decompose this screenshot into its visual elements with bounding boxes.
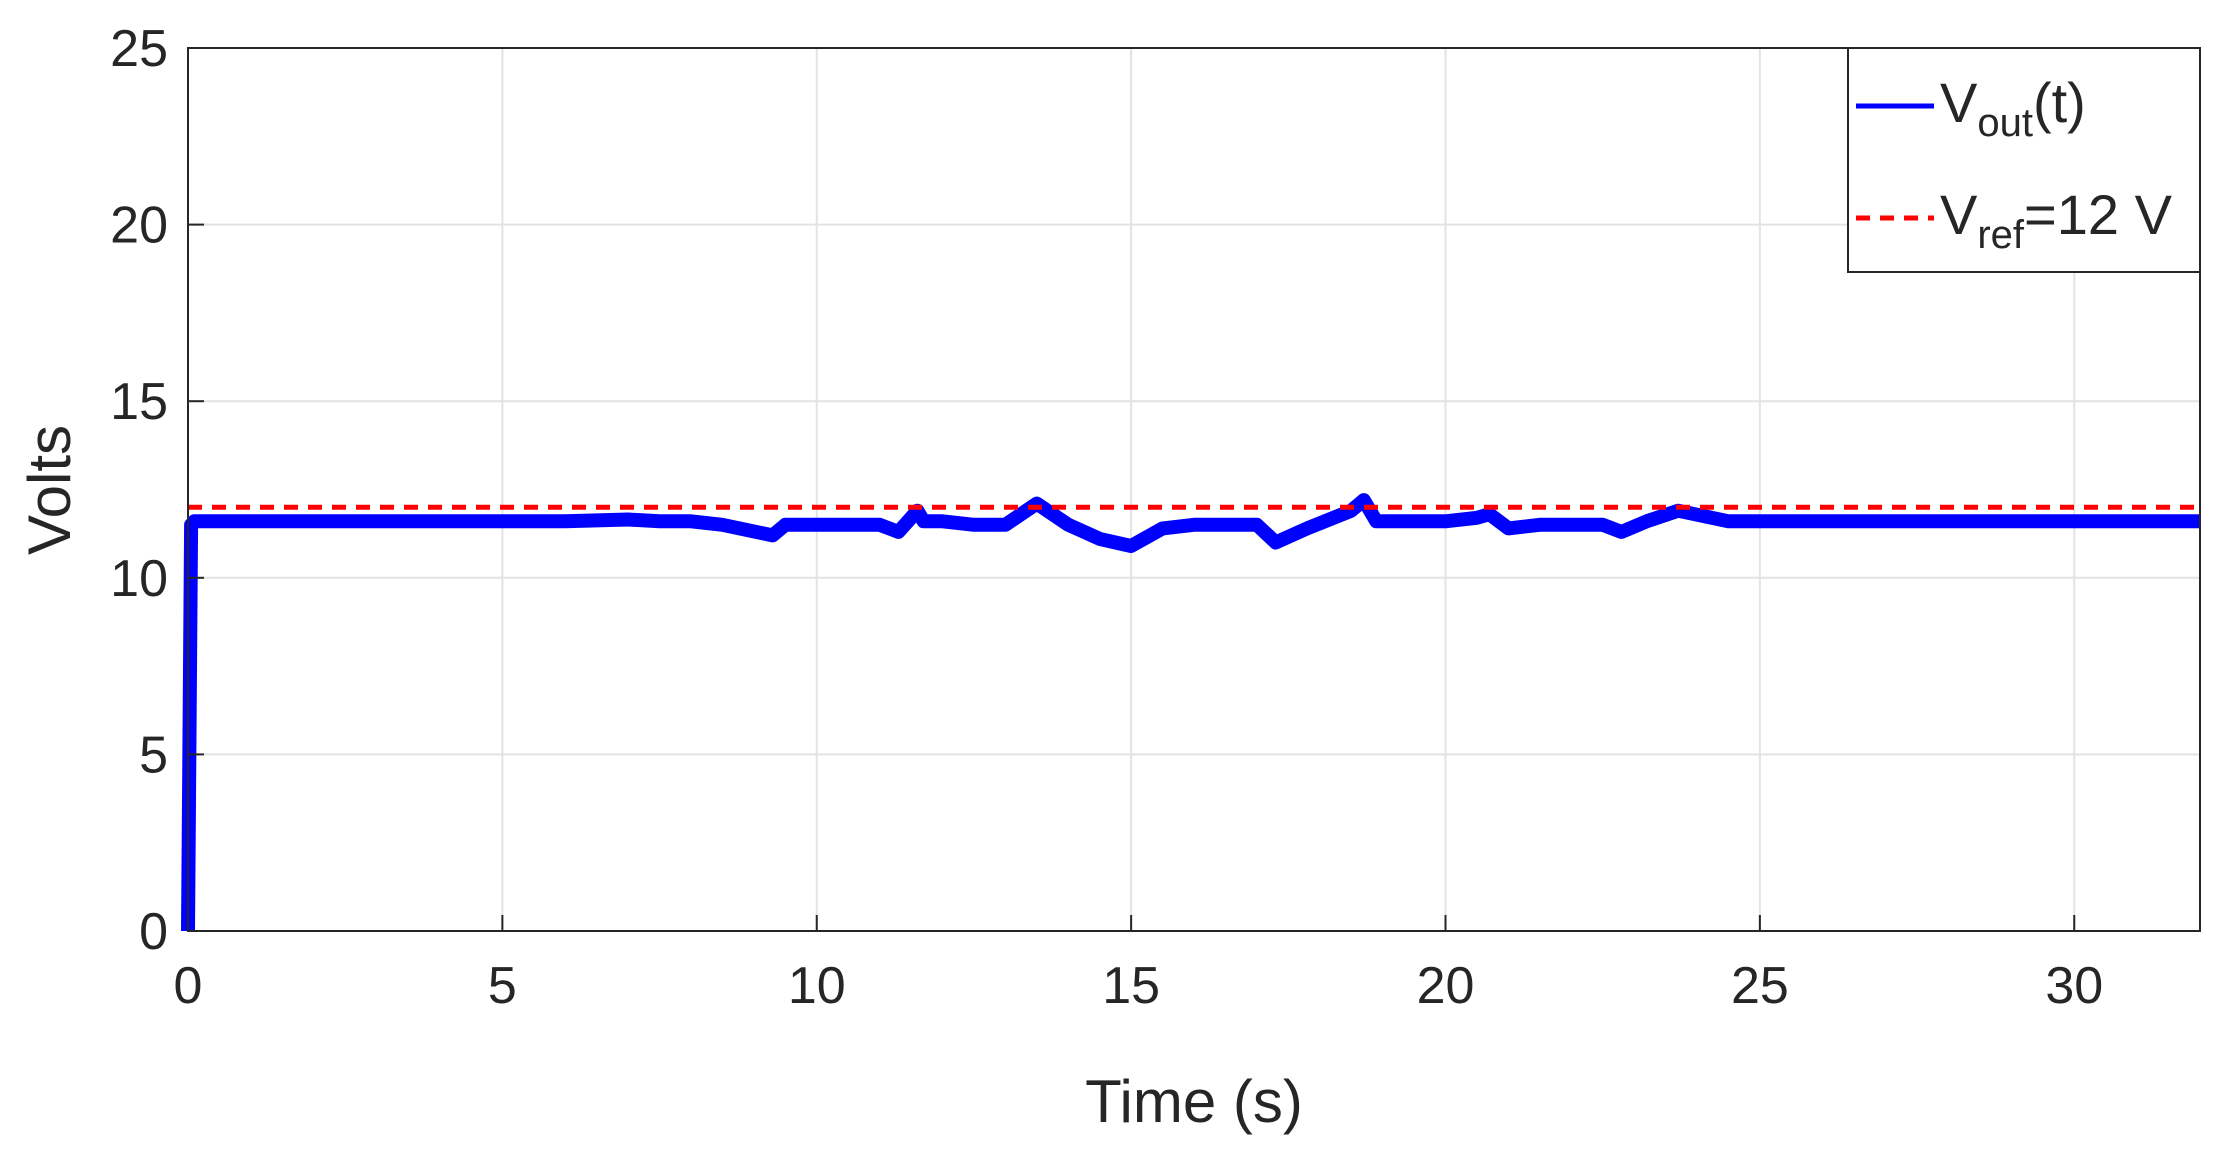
legend-vref-label: Vref=12 V (1940, 183, 2173, 257)
legend: Vout(t) Vref=12 V (1847, 47, 2201, 273)
y-tick-label: 0 (139, 903, 168, 961)
y-axis-label: Volts (16, 425, 83, 555)
y-tick-label: 20 (110, 197, 168, 255)
x-tick-label: 5 (488, 957, 517, 1015)
y-tick-label: 25 (110, 20, 168, 78)
x-axis-label: Time (s) (1085, 1068, 1303, 1135)
y-axis: 0 5 10 15 20 25 (110, 20, 204, 961)
x-axis: 0 5 10 15 20 25 30 (174, 915, 2103, 1015)
legend-vout-label: Vout(t) (1940, 71, 2086, 145)
legend-box (1847, 47, 2201, 273)
plot-frame (187, 47, 2201, 932)
x-tick-label: 25 (1731, 957, 1789, 1015)
legend-vref-suffix: =12 V (2024, 183, 2173, 246)
legend-vout-main: V (1940, 71, 1978, 134)
legend-vout-suffix: (t) (2033, 71, 2086, 134)
x-tick-label: 20 (1417, 957, 1475, 1015)
legend-vref-sub: ref (1977, 213, 2025, 257)
vout-series-line (181, 493, 2200, 932)
legend-vref-main: V (1940, 183, 1978, 246)
y-tick-label: 5 (139, 726, 168, 784)
legend-vout-sub: out (1977, 101, 2033, 145)
x-tick-label: 30 (2045, 957, 2103, 1015)
x-tick-label: 15 (1102, 957, 1160, 1015)
y-tick-label: 15 (110, 373, 168, 431)
y-tick-label: 10 (110, 550, 168, 608)
x-tick-label: 10 (788, 957, 846, 1015)
x-tick-label: 0 (174, 957, 203, 1015)
series-layer (181, 493, 2200, 932)
